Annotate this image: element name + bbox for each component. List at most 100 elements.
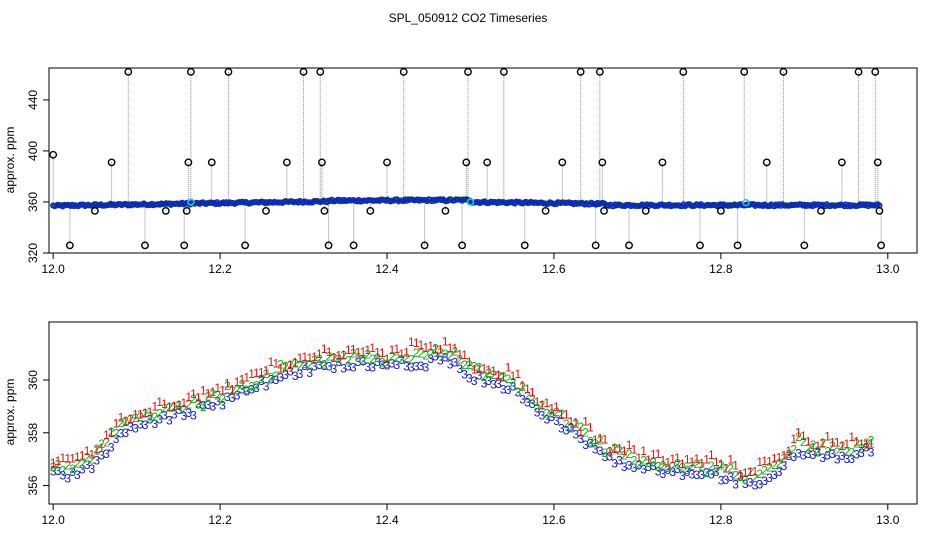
spike-point: [875, 206, 884, 215]
series-1-point: 1: [113, 416, 120, 430]
series-2-point: 2: [248, 380, 255, 394]
bottom-y-tick-label: 360: [26, 370, 40, 390]
series-1-point: 1: [781, 449, 788, 463]
series-3-point: 3: [539, 409, 546, 423]
series-2-point: 2: [156, 407, 163, 421]
series-3-point: 3: [848, 452, 855, 466]
series-3-point: 3: [413, 359, 420, 373]
series-1-point: 1: [689, 455, 696, 469]
bottom-plot-frame: [48, 321, 918, 505]
series-3-point: 3: [427, 352, 434, 366]
series-1-point: 1: [253, 366, 260, 380]
series-2-point: 2: [810, 438, 817, 452]
series-2-point: 2: [824, 444, 831, 458]
series-2-point: 2: [698, 460, 705, 474]
series-1-point: 1: [442, 335, 449, 349]
series-2-point: 2: [452, 345, 459, 359]
spike-point: [186, 67, 195, 76]
top-plot-frame: [48, 67, 918, 254]
series-1-point: 1: [539, 399, 546, 413]
series-1-point: 1: [234, 375, 241, 389]
series-3-point: 3: [132, 421, 139, 435]
series-2-point: 2: [834, 445, 841, 459]
series-1-point: 1: [161, 397, 168, 411]
series-2-point: 2: [664, 461, 671, 475]
series-3-point: 3: [84, 458, 91, 472]
series-2-point: 2: [171, 401, 178, 415]
series-2-point: 2: [466, 358, 473, 372]
series-3-point: 3: [422, 360, 429, 374]
series-1-point: 1: [427, 339, 434, 353]
spike-point: [658, 158, 667, 167]
series-3-point: 3: [277, 371, 284, 385]
series-2-point: 2: [84, 451, 91, 465]
top-plot-axes: 12.0 12.2 12.4 12.6 12.8 13.0 320 360 400 440: [26, 90, 900, 276]
series-3-point: 3: [592, 442, 599, 456]
series-2-point: 2: [543, 407, 550, 421]
series-3-point: 3: [79, 463, 86, 477]
series-1-point: 1: [340, 348, 347, 362]
series-3-point: 3: [326, 359, 333, 373]
series-3-point: 3: [113, 432, 120, 446]
series-1-point: 1: [287, 358, 294, 372]
top-x-tick-label: 12.4: [375, 262, 399, 276]
series-3-point: 3: [389, 356, 396, 370]
spike-point: [854, 67, 863, 76]
series-2-point: 2: [785, 447, 792, 461]
top-x-tick-label: 12.6: [542, 262, 566, 276]
series-3-point: 3: [514, 386, 521, 400]
series-1-point: 1: [573, 415, 580, 429]
spike-point: [224, 67, 233, 76]
series-3-point: 3: [210, 400, 217, 414]
series-1-point: 1: [679, 457, 686, 471]
series-3-point: 3: [495, 377, 502, 391]
series-1-point: 1: [635, 451, 642, 465]
spike-point: [318, 158, 326, 167]
series-1-point: 1: [534, 395, 541, 409]
series-1-point: 1: [529, 385, 536, 399]
series-2-point: 2: [819, 436, 826, 450]
series-1-point: 1: [132, 408, 139, 422]
series-2-point: 2: [369, 352, 376, 366]
series-2-point: 2: [766, 461, 773, 475]
series-3-point: 3: [282, 368, 289, 382]
spike-point: [464, 67, 472, 76]
series-1-point: 1: [674, 451, 681, 465]
series-2-point: 2: [360, 354, 367, 368]
spike-point: [91, 206, 99, 215]
series-3-point: 3: [819, 451, 826, 465]
series-1-point: 1: [863, 437, 870, 451]
series-2-point: 2: [679, 461, 686, 475]
series-3-point: 3: [563, 424, 570, 438]
series-1-point: 1: [582, 414, 589, 428]
series-2-point: 2: [137, 410, 144, 424]
series-2-point: 2: [272, 369, 279, 383]
series-1-point: 1: [118, 411, 125, 425]
spike-point: [591, 241, 600, 250]
series-1-point: 1: [519, 379, 526, 393]
series-2-point: 2: [718, 459, 725, 473]
series-3-point: 3: [490, 377, 497, 391]
series-1-point: 1: [795, 425, 802, 439]
series-1-point: 1: [597, 431, 604, 445]
series-3-point: 3: [771, 468, 778, 482]
series-2-point: 2: [703, 466, 710, 480]
series-2-point: 2: [321, 358, 328, 372]
series-1-point: 1: [432, 342, 439, 356]
series-1-point: 1: [181, 396, 188, 410]
series-1-point: 1: [723, 461, 730, 475]
series-1-point: 1: [229, 382, 236, 396]
spike-point: [817, 206, 825, 215]
series-1-point: 1: [747, 465, 754, 479]
series-2-point: 2: [355, 350, 362, 364]
series-3-point: 3: [379, 358, 386, 372]
bottom-plot-marks: 3333333333333333333333333333333333333333…: [50, 335, 875, 493]
series-1-point: 1: [713, 455, 720, 469]
series-3-point: 3: [147, 413, 154, 427]
series-1-point: 1: [839, 439, 846, 453]
series-1-point: 1: [306, 351, 313, 365]
series-1-point: 1: [829, 436, 836, 450]
series-3-point: 3: [611, 456, 618, 470]
